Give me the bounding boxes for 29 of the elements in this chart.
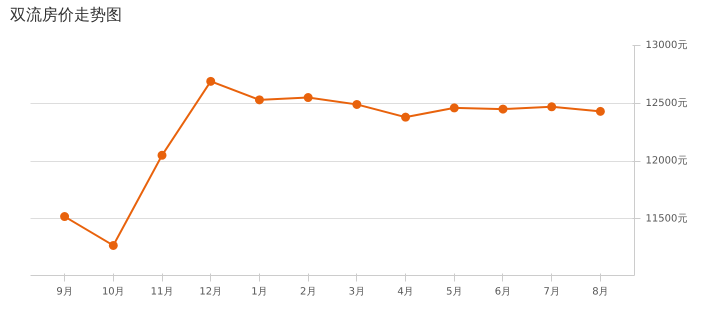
point: [108, 240, 118, 250]
x-tick-label: 12月: [199, 286, 222, 298]
x-tick-label: 3月: [348, 286, 366, 298]
point: [596, 106, 605, 116]
x-tick-label: 7月: [544, 286, 560, 298]
x-tick-label: 1月: [251, 286, 268, 298]
point: [254, 95, 264, 104]
x-tick-label: 10月: [102, 286, 125, 298]
point: [158, 150, 167, 160]
chart-title: 双流房价走势图: [10, 4, 122, 26]
y-tick-label: 12500元: [646, 98, 688, 109]
point: [498, 104, 508, 114]
y-tick-label: 13000元: [646, 40, 688, 51]
point: [352, 100, 362, 109]
x-tick-label: 4月: [397, 286, 414, 298]
y-tick-label: 12000元: [646, 156, 688, 167]
x-tick-label: 11月: [150, 286, 174, 298]
point: [60, 212, 70, 222]
x-tick-label: 2月: [300, 286, 316, 298]
point: [206, 76, 216, 86]
x-tick-label: 9月: [56, 286, 73, 298]
point: [304, 93, 313, 102]
y-tick-label: 11500元: [646, 213, 688, 224]
point: [450, 103, 459, 112]
point: [401, 112, 410, 122]
x-tick-label: 8月: [592, 286, 609, 298]
x-tick-label: 5月: [446, 286, 462, 298]
point: [547, 102, 556, 112]
x-tick-label: 6月: [494, 286, 512, 298]
